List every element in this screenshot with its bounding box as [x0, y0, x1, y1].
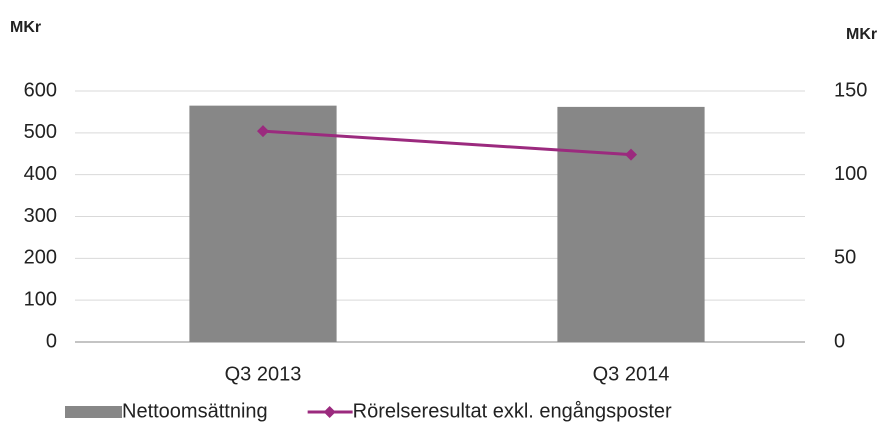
bar — [189, 105, 337, 343]
y2-tick-label: 150 — [834, 79, 867, 101]
x-tick-label: Q3 2013 — [225, 363, 302, 385]
y2-axis-label: MKr — [846, 26, 877, 43]
y2-tick-label: 50 — [834, 247, 856, 269]
line-marker — [625, 148, 637, 161]
bar — [557, 106, 705, 342]
y-tick-label: 500 — [24, 121, 57, 143]
y-axis-label: MKr — [10, 19, 41, 36]
y-tick-label: 0 — [46, 330, 57, 352]
line — [262, 129, 632, 157]
legend-swatch — [65, 406, 122, 418]
y-tick-label: 300 — [24, 205, 57, 227]
y-tick-label: 200 — [24, 247, 57, 269]
legend-label: Nettoomsättning — [122, 400, 268, 422]
legend-label: Rörelseresultat exkl. engångsposter — [353, 400, 672, 422]
y-tick-label: 600 — [24, 79, 57, 101]
legend-marker — [323, 406, 336, 418]
y-tick-label: 100 — [24, 288, 57, 310]
y2-tick-label: 100 — [834, 163, 867, 185]
x-tick-label: Q3 2014 — [593, 363, 670, 385]
y-tick-label: 400 — [24, 163, 57, 185]
y2-tick-label: 0 — [834, 330, 845, 352]
line-marker — [257, 125, 269, 138]
